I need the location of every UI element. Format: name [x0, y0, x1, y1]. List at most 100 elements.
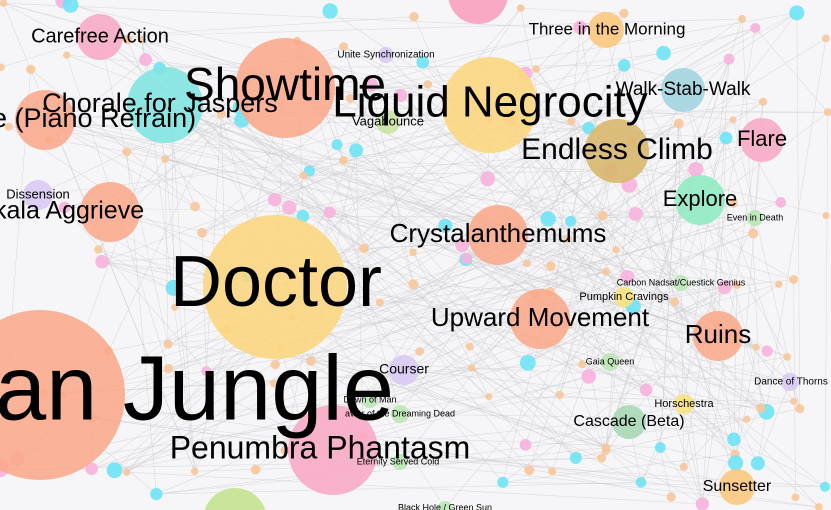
minor-node [545, 261, 556, 271]
edge [39, 394, 819, 508]
minor-node [519, 438, 532, 451]
minor-node [717, 280, 732, 295]
edge [628, 421, 734, 440]
minor-node [750, 22, 761, 34]
edge [126, 151, 779, 285]
edge [683, 356, 788, 468]
minor-node [791, 493, 800, 502]
node [0, 310, 125, 480]
edge [550, 265, 826, 487]
edge [50, 117, 719, 337]
edge [400, 95, 628, 278]
node-label: an Jungle [0, 337, 394, 439]
edge [399, 413, 747, 420]
edge [525, 403, 685, 446]
minor-node [62, 0, 79, 13]
minor-node [523, 259, 531, 268]
minor-node [821, 34, 830, 43]
node [127, 67, 203, 143]
edge [156, 447, 607, 495]
edge [527, 263, 788, 358]
edge [717, 137, 727, 337]
node-label: Even in Death [727, 212, 784, 222]
node [442, 57, 538, 153]
edge [171, 121, 174, 288]
edge [568, 238, 736, 455]
minor-node [0, 0, 8, 7]
minor-node [190, 201, 200, 212]
edge [527, 306, 634, 364]
edge [280, 217, 756, 349]
edge [201, 121, 389, 233]
edge [609, 361, 794, 402]
minor-node [485, 392, 493, 401]
minor-node [415, 347, 424, 356]
edge [400, 95, 767, 413]
edge [824, 112, 829, 487]
edge [559, 150, 618, 395]
minor-node [26, 64, 36, 75]
node [588, 12, 624, 48]
node [15, 90, 75, 150]
edge [164, 158, 169, 345]
minor-node [438, 218, 453, 233]
node [392, 454, 408, 470]
node [674, 394, 694, 414]
node-label: Carbon Nadsat/Cuestick Genius [617, 277, 746, 287]
minor-node [795, 403, 805, 414]
minor-node [250, 464, 261, 475]
edge [601, 59, 730, 459]
minor-node [728, 455, 744, 471]
minor-node [416, 55, 430, 69]
minor-node [448, 0, 508, 24]
node-label: Ruins [685, 319, 751, 349]
minor-node [0, 63, 5, 71]
edge [512, 117, 551, 292]
edge [63, 0, 389, 123]
node-label: Gaia Queen [586, 356, 635, 366]
edge [363, 7, 521, 249]
edge [99, 18, 743, 38]
node [781, 373, 799, 391]
edge [310, 360, 738, 488]
minor-node [106, 462, 123, 479]
edge [733, 284, 738, 440]
node [675, 175, 725, 225]
minor-node [197, 227, 208, 238]
edge [623, 13, 675, 302]
node [747, 210, 763, 226]
minor-node [738, 15, 746, 23]
edge [92, 396, 489, 419]
minor-node [656, 45, 671, 61]
node-label: Cascade (Beta) [573, 413, 684, 430]
node [235, 38, 335, 138]
edge [379, 302, 489, 397]
node [740, 118, 784, 162]
edge [141, 39, 602, 459]
minor-node [4, 122, 13, 131]
minor-node [628, 206, 643, 221]
edge [509, 118, 630, 423]
edge [552, 471, 642, 483]
minor-node [819, 481, 831, 492]
node [23, 180, 53, 210]
edge [355, 27, 756, 151]
major-nodes [0, 12, 799, 510]
minor-node [719, 131, 733, 145]
minor-node [423, 80, 433, 89]
edge [471, 367, 607, 448]
node-label: Dance of Thorns [754, 377, 828, 388]
node-label: Courser [379, 361, 429, 377]
minor-node [573, 20, 587, 35]
node [468, 205, 528, 265]
edge [202, 104, 491, 234]
edge [310, 101, 764, 362]
edge [284, 87, 607, 272]
minor-node [567, 117, 576, 126]
minor-node [409, 11, 419, 22]
node-label: Flare [737, 126, 787, 151]
edge [757, 381, 791, 464]
edge [17, 169, 696, 460]
edge [355, 150, 820, 508]
